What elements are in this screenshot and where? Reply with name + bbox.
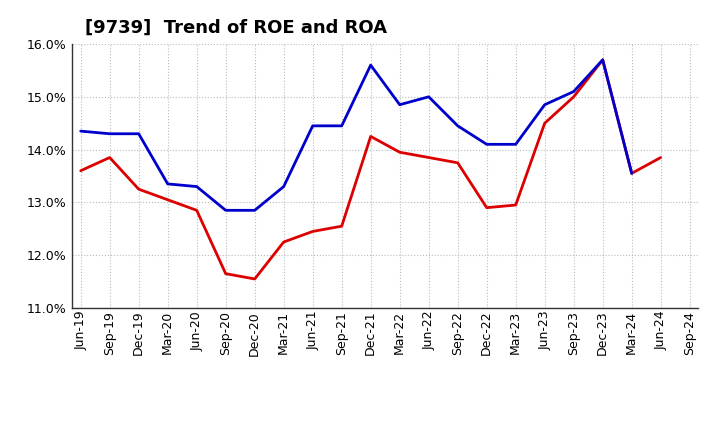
ROA: [105, 131, 114, 136]
ROE: [221, 271, 230, 276]
Line: ROE: ROE: [81, 60, 661, 279]
ROE: [105, 155, 114, 160]
Text: [9739]  Trend of ROE and ROA: [9739] Trend of ROE and ROA: [84, 19, 387, 37]
ROE: [570, 94, 578, 99]
ROA: [541, 102, 549, 107]
ROE: [308, 229, 317, 234]
ROE: [395, 150, 404, 155]
ROA: [308, 123, 317, 128]
ROE: [424, 155, 433, 160]
ROE: [598, 57, 607, 62]
ROE: [541, 121, 549, 126]
ROE: [279, 239, 288, 245]
ROA: [627, 171, 636, 176]
ROE: [338, 224, 346, 229]
ROE: [163, 197, 172, 202]
ROE: [657, 155, 665, 160]
ROE: [627, 171, 636, 176]
ROA: [511, 142, 520, 147]
Line: ROA: ROA: [81, 60, 690, 210]
ROE: [192, 208, 201, 213]
ROA: [482, 142, 491, 147]
ROE: [454, 160, 462, 165]
ROE: [511, 202, 520, 208]
ROE: [482, 205, 491, 210]
ROE: [251, 276, 259, 282]
ROE: [366, 134, 375, 139]
ROA: [366, 62, 375, 68]
ROA: [424, 94, 433, 99]
ROA: [251, 208, 259, 213]
ROA: [570, 89, 578, 94]
ROA: [76, 128, 85, 134]
ROA: [395, 102, 404, 107]
ROE: [135, 187, 143, 192]
ROA: [279, 184, 288, 189]
ROA: [598, 57, 607, 62]
ROA: [338, 123, 346, 128]
ROA: [221, 208, 230, 213]
ROE: [76, 168, 85, 173]
ROA: [685, 105, 694, 110]
ROA: [192, 184, 201, 189]
ROA: [135, 131, 143, 136]
ROA: [454, 123, 462, 128]
ROA: [163, 181, 172, 187]
